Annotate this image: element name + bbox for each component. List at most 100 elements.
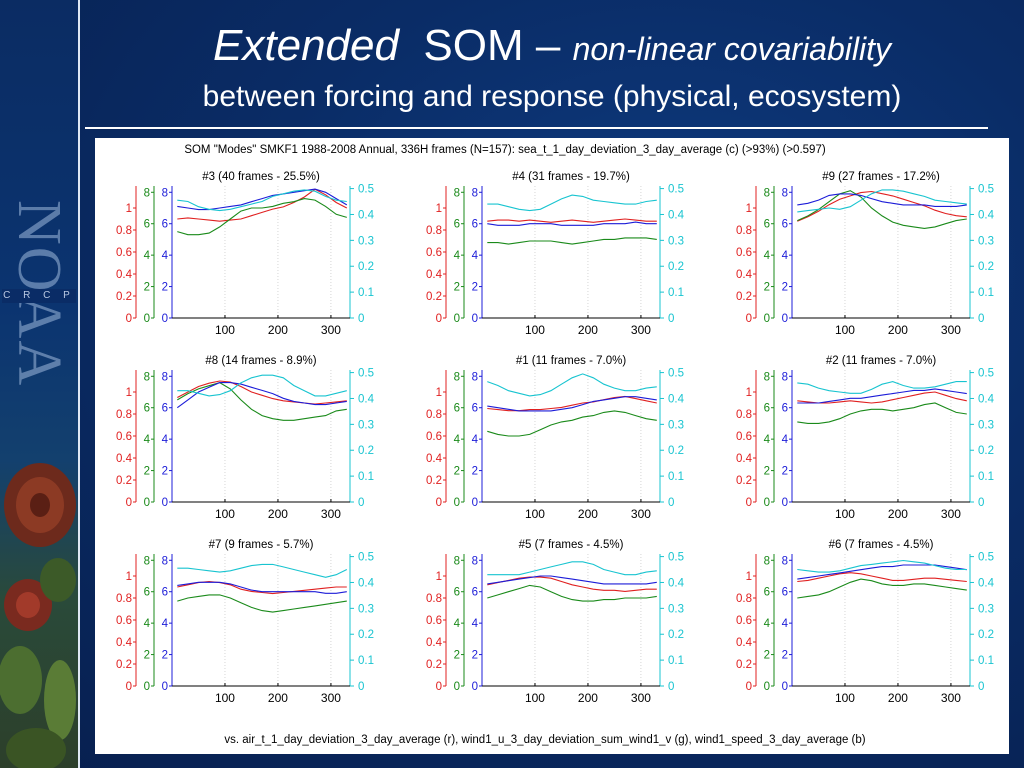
- panel-title: #2 (11 frames - 7.0%): [826, 355, 937, 367]
- tick-label-cyan: 0: [358, 313, 364, 325]
- tick-label-cyan: 0: [358, 497, 364, 509]
- series-line-cyan: [797, 381, 967, 394]
- series-line-blue: [176, 382, 347, 409]
- tick-label-blue: 8: [162, 371, 168, 383]
- tick-label-cyan: 0.1: [668, 655, 684, 667]
- tick-label-red: 0.8: [736, 409, 752, 421]
- tick-label-green: 2: [764, 466, 770, 478]
- tick-label-cyan: 0.1: [978, 471, 994, 483]
- series-line-red: [487, 218, 657, 223]
- tick-label-cyan: 0: [978, 313, 984, 325]
- x-tick-label: 300: [941, 691, 961, 705]
- tick-label-red: 0.6: [116, 247, 132, 259]
- panel-4: #8 (14 frames - 8.9%) 0 0.2 0.4 0.6 0.8 1 0 2 4 6 8…: [116, 355, 375, 521]
- tick-label-blue: 4: [162, 618, 169, 630]
- series-line-cyan: [487, 194, 657, 212]
- tick-label-cyan: 0.3: [358, 603, 374, 615]
- tick-label-blue: 2: [782, 282, 788, 294]
- tick-label-cyan: 0.3: [358, 419, 374, 431]
- panel-9: #6 (7 frames - 4.5%) 0 0.2 0.4 0.6 0.8 1 0 2 4 6 8 0…: [736, 539, 995, 705]
- tick-label-green: 8: [454, 187, 460, 199]
- tick-label-cyan: 0.3: [668, 419, 684, 431]
- title-subtitle: non-linear covariability: [572, 31, 891, 67]
- tick-label-red: 0.6: [426, 247, 442, 259]
- series-line-blue: [177, 188, 348, 211]
- tick-label-blue: 8: [162, 187, 168, 199]
- tick-label-cyan: 0.1: [358, 471, 374, 483]
- sidebar-divider: [78, 0, 80, 768]
- tick-label-red: 0: [746, 681, 752, 693]
- tick-label-green: 4: [144, 618, 151, 630]
- panel-title: #9 (27 frames - 17.2%): [822, 171, 940, 183]
- title-line-2: between forcing and response (physical, …: [202, 80, 902, 113]
- tick-label-red: 0.2: [736, 659, 752, 671]
- tick-label-blue: 0: [162, 497, 168, 509]
- panel-6: #2 (11 frames - 7.0%) 0 0.2 0.4 0.6 0.8 1 0 2 4 6 8…: [736, 355, 995, 521]
- panel-title: #4 (31 frames - 19.7%): [512, 171, 630, 183]
- tick-label-red: 0.4: [426, 269, 443, 281]
- tick-label-blue: 8: [162, 555, 168, 567]
- panel-2: #4 (31 frames - 19.7%) 0 0.2 0.4 0.6 0.8 1 0 2 4 6…: [426, 171, 685, 337]
- som-figure: SOM "Modes" SMKF1 1988-2008 Annual, 336H…: [95, 138, 1009, 754]
- tick-label-green: 6: [764, 403, 770, 415]
- series-line-blue: [487, 396, 657, 412]
- tick-label-red: 0.8: [116, 409, 132, 421]
- tick-label-green: 4: [144, 250, 151, 262]
- tick-label-green: 6: [144, 587, 150, 599]
- series-line-blue: [487, 221, 657, 226]
- tick-label-green: 8: [764, 371, 770, 383]
- tick-label-cyan: 0.5: [358, 368, 374, 380]
- tick-label-blue: 4: [472, 434, 479, 446]
- tick-label-blue: 8: [782, 555, 788, 567]
- tick-label-cyan: 0.5: [668, 184, 684, 196]
- tick-label-red: 0.4: [116, 269, 133, 281]
- tick-label-cyan: 0.1: [668, 287, 684, 299]
- tick-label-cyan: 0: [668, 313, 674, 325]
- panel-title: #6 (7 frames - 4.5%): [829, 539, 934, 551]
- series-line-red: [487, 395, 657, 412]
- tick-label-blue: 0: [782, 313, 788, 325]
- tick-label-green: 4: [764, 618, 771, 630]
- series-line-blue: [797, 193, 967, 207]
- tick-label-blue: 4: [782, 434, 789, 446]
- tick-label-cyan: 0.5: [978, 552, 994, 564]
- tick-label-red: 0.2: [736, 475, 752, 487]
- tick-label-cyan: 0.1: [358, 287, 374, 299]
- tick-label-cyan: 0.3: [668, 603, 684, 615]
- series-line-cyan: [177, 563, 348, 578]
- tick-label-green: 0: [454, 313, 460, 325]
- tick-label-blue: 0: [472, 681, 478, 693]
- title-line-1: Extended SOM – non-linear covariability: [80, 18, 1024, 77]
- title-extended: Extended: [213, 21, 399, 70]
- tick-label-blue: 4: [782, 618, 789, 630]
- tick-label-cyan: 0.2: [668, 261, 684, 273]
- panel-5: #1 (11 frames - 7.0%) 0 0.2 0.4 0.6 0.8 1 0 2 4 6 8…: [426, 355, 685, 521]
- tick-label-green: 2: [764, 282, 770, 294]
- tick-label-green: 2: [454, 282, 460, 294]
- tick-label-red: 0: [746, 313, 752, 325]
- tick-label-blue: 6: [782, 587, 788, 599]
- tick-label-cyan: 0.5: [358, 552, 374, 564]
- tick-label-cyan: 0.2: [978, 261, 994, 273]
- tick-label-red: 0.4: [426, 453, 443, 465]
- x-tick-label: 200: [268, 323, 288, 337]
- tick-label-red: 0.8: [116, 225, 132, 237]
- tick-label-green: 2: [454, 466, 460, 478]
- tick-label-red: 0.8: [736, 225, 752, 237]
- tick-label-red: 1: [746, 387, 752, 399]
- x-tick-label: 100: [525, 691, 545, 705]
- tick-label-red: 0.4: [116, 453, 133, 465]
- series-line-green: [177, 198, 347, 236]
- tick-label-red: 1: [436, 203, 442, 215]
- tick-label-green: 6: [764, 587, 770, 599]
- tick-label-red: 0.8: [426, 593, 442, 605]
- series-line-cyan: [177, 189, 347, 212]
- tick-label-blue: 2: [162, 282, 168, 294]
- tick-label-cyan: 0.2: [978, 445, 994, 457]
- tick-label-blue: 2: [782, 466, 788, 478]
- panel-3: #9 (27 frames - 17.2%) 0 0.2 0.4 0.6 0.8 1 0 2 4 6…: [736, 171, 995, 337]
- tick-label-cyan: 0.5: [358, 184, 374, 196]
- tick-label-blue: 6: [162, 219, 168, 231]
- tick-label-green: 8: [764, 187, 770, 199]
- series-line-red: [487, 576, 657, 592]
